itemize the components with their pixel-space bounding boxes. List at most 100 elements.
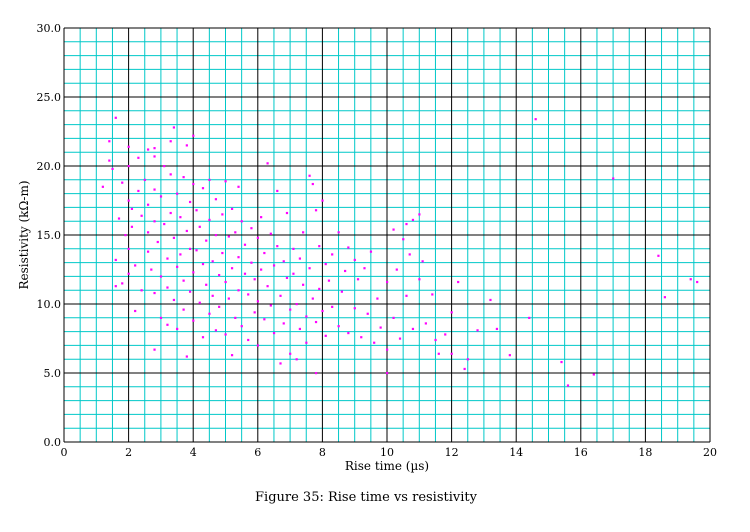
data-point bbox=[272, 264, 276, 267]
data-point bbox=[308, 267, 311, 270]
data-point bbox=[234, 316, 237, 319]
data-point bbox=[592, 373, 595, 376]
data-point bbox=[224, 280, 227, 284]
y-tick-label: 30.0 bbox=[37, 22, 62, 35]
data-point bbox=[295, 358, 298, 361]
x-axis-ticks: 0 2 4 6 8 10 12 14 16 18 20 bbox=[61, 446, 718, 459]
data-point bbox=[166, 257, 169, 260]
data-point bbox=[247, 338, 250, 342]
data-point bbox=[321, 309, 324, 313]
data-point bbox=[256, 236, 259, 239]
data-point bbox=[434, 338, 437, 342]
x-tick-label: 2 bbox=[125, 446, 132, 459]
data-point bbox=[418, 213, 421, 216]
data-point bbox=[418, 278, 421, 281]
data-point bbox=[495, 327, 499, 331]
data-point bbox=[237, 185, 240, 188]
data-point bbox=[179, 253, 182, 256]
data-point bbox=[463, 367, 466, 371]
data-point bbox=[182, 279, 185, 282]
data-point bbox=[302, 231, 305, 234]
data-point bbox=[153, 188, 156, 191]
data-point bbox=[398, 337, 402, 340]
data-point bbox=[188, 290, 192, 293]
data-point bbox=[392, 228, 395, 231]
data-point bbox=[127, 247, 130, 250]
data-point bbox=[201, 187, 205, 190]
y-tick-label: 15.0 bbox=[37, 229, 62, 242]
data-point bbox=[363, 267, 366, 270]
data-point bbox=[117, 217, 121, 220]
data-point bbox=[211, 260, 214, 263]
data-point bbox=[392, 316, 395, 319]
data-point bbox=[379, 326, 382, 329]
data-point bbox=[127, 145, 130, 148]
data-point bbox=[218, 305, 221, 308]
data-point bbox=[256, 300, 259, 303]
data-point bbox=[305, 315, 308, 318]
data-point bbox=[243, 272, 247, 275]
data-point bbox=[324, 262, 327, 266]
data-point bbox=[395, 268, 398, 271]
x-tick-label: 12 bbox=[445, 446, 459, 459]
data-point bbox=[386, 280, 389, 284]
data-point bbox=[314, 372, 318, 375]
data-point bbox=[169, 173, 172, 176]
data-point bbox=[114, 258, 117, 262]
data-point bbox=[137, 189, 140, 193]
data-point bbox=[272, 331, 276, 335]
data-point bbox=[314, 209, 318, 212]
data-point bbox=[405, 222, 408, 226]
data-point bbox=[153, 147, 156, 150]
data-point bbox=[134, 264, 137, 267]
data-point bbox=[279, 294, 282, 297]
data-point bbox=[230, 207, 234, 210]
data-point bbox=[130, 207, 134, 210]
data-point bbox=[140, 214, 143, 217]
data-point bbox=[373, 341, 376, 344]
data-point bbox=[169, 140, 172, 143]
x-tick-label: 4 bbox=[190, 446, 197, 459]
x-tick-label: 6 bbox=[254, 446, 261, 459]
data-point bbox=[182, 308, 185, 311]
data-point bbox=[163, 222, 166, 226]
data-point bbox=[279, 362, 282, 365]
y-tick-label: 10.0 bbox=[37, 298, 62, 311]
data-point bbox=[298, 257, 301, 260]
data-point bbox=[321, 199, 324, 202]
data-point bbox=[240, 220, 243, 223]
data-point bbox=[340, 290, 343, 293]
data-point bbox=[444, 333, 447, 336]
data-point bbox=[663, 296, 666, 299]
data-point bbox=[198, 225, 201, 228]
data-point bbox=[208, 178, 211, 181]
data-point bbox=[689, 278, 692, 281]
data-point bbox=[185, 144, 188, 147]
data-point bbox=[176, 265, 179, 268]
data-point bbox=[560, 360, 563, 364]
data-point bbox=[121, 181, 124, 184]
y-tick-label: 5.0 bbox=[44, 367, 62, 380]
data-point bbox=[169, 211, 172, 215]
data-point bbox=[227, 297, 230, 300]
data-point bbox=[172, 236, 176, 239]
data-point bbox=[243, 243, 247, 246]
data-point bbox=[201, 336, 205, 339]
data-point bbox=[466, 358, 469, 361]
y-axis-ticks: 0.0 5.0 10.0 15.0 20.0 25.0 30.0 bbox=[37, 22, 62, 449]
data-point bbox=[185, 229, 188, 233]
x-tick-label: 14 bbox=[509, 446, 523, 459]
data-point bbox=[411, 218, 415, 222]
data-point bbox=[101, 185, 104, 188]
data-point bbox=[182, 176, 185, 179]
data-point bbox=[376, 297, 379, 300]
data-point bbox=[353, 307, 356, 310]
data-point bbox=[344, 269, 347, 273]
data-point bbox=[298, 327, 301, 331]
data-point bbox=[201, 262, 205, 266]
y-tick-label: 25.0 bbox=[37, 91, 62, 104]
data-point bbox=[150, 268, 153, 271]
data-point bbox=[405, 294, 408, 297]
data-point bbox=[386, 348, 389, 351]
